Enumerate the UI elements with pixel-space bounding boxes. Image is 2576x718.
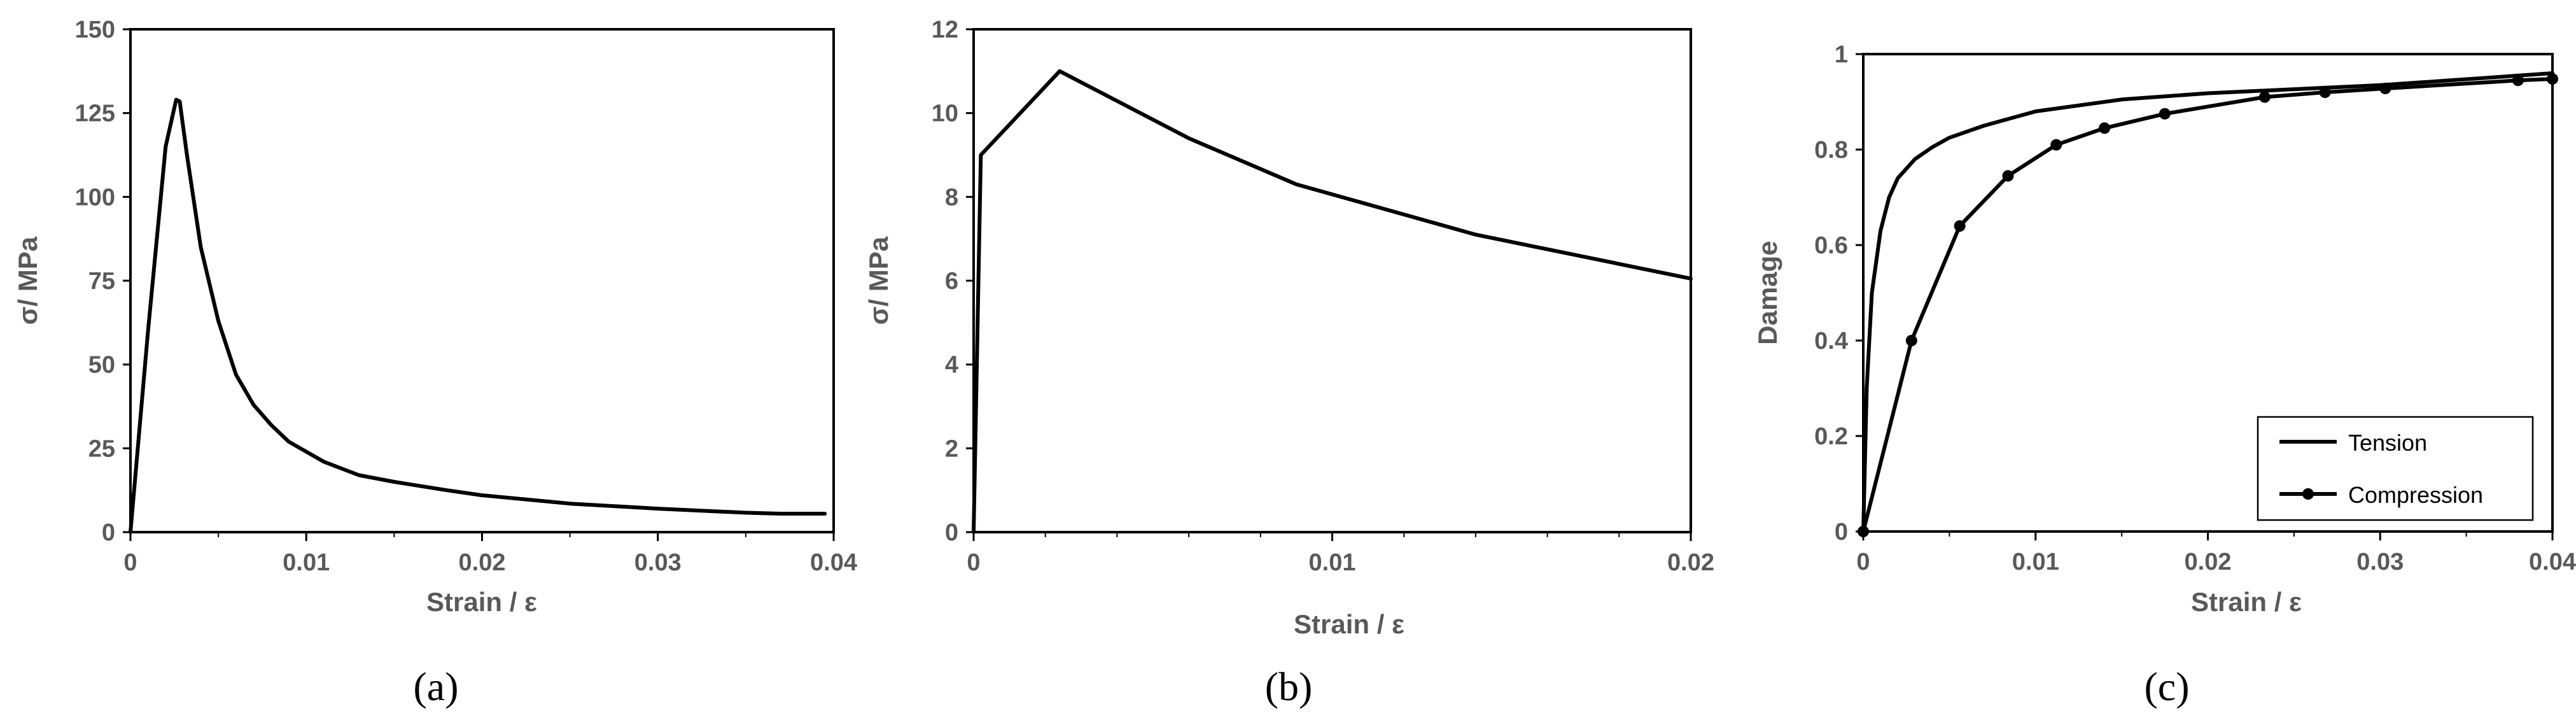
panel-a: 0 0.01 0.02 0.03 0.04 0 25 50 75 100 125 150 Strai… — [13, 17, 857, 709]
x-tick-label-b: 0.01 — [1309, 549, 1356, 576]
x-axis-title-b: Strain / ε — [1294, 609, 1404, 639]
y-tick-label-a: 150 — [75, 17, 115, 43]
y-tick-label-c: 0.8 — [1814, 137, 1848, 164]
data-point-compression — [1905, 335, 1917, 346]
series-line-compression — [1861, 77, 2554, 533]
y-ticks-b: 0 2 4 6 8 10 12 — [932, 17, 974, 546]
x-axis-title-c: Strain / ε — [2191, 587, 2302, 617]
legend-label-tension: Tension — [2348, 430, 2427, 456]
x-tick-label-a: 0.04 — [810, 549, 857, 576]
x-tick-label-b: 0.02 — [1667, 549, 1714, 576]
data-point-compression — [2159, 108, 2171, 120]
x-tick-label-a: 0.02 — [459, 549, 506, 576]
series-line-tension — [1861, 71, 2554, 533]
plot-area-a — [129, 28, 835, 533]
x-tick-label-c: 0 — [1856, 549, 1870, 575]
y-tick-label-b: 2 — [945, 435, 958, 462]
x-tick-label-c: 0.03 — [2356, 549, 2404, 575]
y-tick-label-c: 1 — [1835, 41, 1848, 68]
y-tick-label-b: 6 — [945, 268, 958, 295]
y-ticks-c: 0 0.2 0.4 0.6 0.8 1 — [1814, 41, 1863, 546]
data-point-compression — [2319, 87, 2331, 98]
series-line-b — [972, 69, 1693, 534]
x-tick-label-b: 0 — [967, 549, 980, 576]
legend-marker-compression — [2302, 488, 2314, 500]
data-point-compression — [1858, 526, 1869, 537]
data-point-compression — [2050, 139, 2062, 151]
data-point-compression — [2379, 83, 2391, 94]
series-line-a — [129, 97, 827, 534]
panel-label-a: (a) — [413, 664, 458, 709]
panel-label-c: (c) — [2144, 664, 2189, 709]
x-tick-label-c: 0.02 — [2185, 549, 2232, 575]
y-tick-label-b: 0 — [945, 519, 958, 546]
y-tick-label-c: 0.6 — [1814, 232, 1848, 259]
panel-label-b: (b) — [1265, 664, 1313, 709]
y-axis-title-b: σ/ MPa — [864, 236, 893, 325]
x-tick-label-a: 0.03 — [634, 549, 682, 576]
data-point-compression — [2099, 122, 2111, 134]
panel-b: 0 0.01 0.02 0 2 4 6 8 10 12 Strain / ε σ/ MPa (b… — [864, 17, 1714, 709]
y-tick-label-a: 50 — [88, 352, 115, 379]
y-tick-label-b: 8 — [945, 184, 958, 211]
y-tick-label-a: 0 — [102, 519, 115, 546]
y-tick-label-b: 12 — [932, 17, 958, 43]
x-tick-label-c: 0.04 — [2529, 549, 2576, 575]
legend: Tension Compression — [2257, 416, 2534, 521]
y-tick-label-b: 10 — [932, 101, 958, 127]
x-ticks-c: 0 0.01 0.02 0.03 0.04 — [1856, 531, 2576, 575]
x-ticks-b: 0 0.01 0.02 — [967, 532, 1714, 576]
y-tick-label-a: 25 — [88, 435, 115, 462]
y-tick-label-a: 100 — [75, 184, 115, 211]
legend-box — [2257, 416, 2534, 521]
x-tick-label-a: 0 — [123, 549, 137, 576]
data-point-compression — [2002, 170, 2014, 182]
data-point-compression — [1954, 220, 1966, 232]
legend-label-compression: Compression — [2348, 482, 2483, 508]
y-tick-label-b: 4 — [945, 352, 958, 379]
x-tick-label-a: 0.01 — [283, 549, 330, 576]
y-tick-label-a: 75 — [88, 268, 115, 295]
y-tick-label-c: 0 — [1835, 519, 1848, 546]
y-ticks-a: 0 25 50 75 100 125 150 — [75, 17, 130, 546]
y-tick-label-c: 0.4 — [1814, 328, 1848, 355]
data-point-compression — [2512, 74, 2524, 87]
y-tick-label-a: 125 — [75, 101, 115, 127]
data-point-compression — [2258, 91, 2271, 103]
plot-area-b — [972, 28, 1692, 533]
data-point-compression — [2547, 73, 2558, 85]
series-group-c — [1858, 71, 2558, 537]
series-group-b — [972, 69, 1693, 534]
y-axis-title-c: Damage — [1753, 241, 1782, 344]
x-tick-label-c: 0.01 — [2012, 549, 2059, 575]
y-tick-label-c: 0.2 — [1814, 423, 1848, 450]
series-group-a — [129, 97, 827, 534]
panel-c: 0 0.01 0.02 0.03 0.04 0 0.2 0.4 0.6 0.8 1 Strain … — [1753, 41, 2576, 709]
x-axis-title-a: Strain / ε — [426, 587, 537, 617]
x-ticks-a: 0 0.01 0.02 0.03 0.04 — [123, 532, 857, 576]
y-axis-title-a: σ/ MPa — [13, 236, 43, 325]
